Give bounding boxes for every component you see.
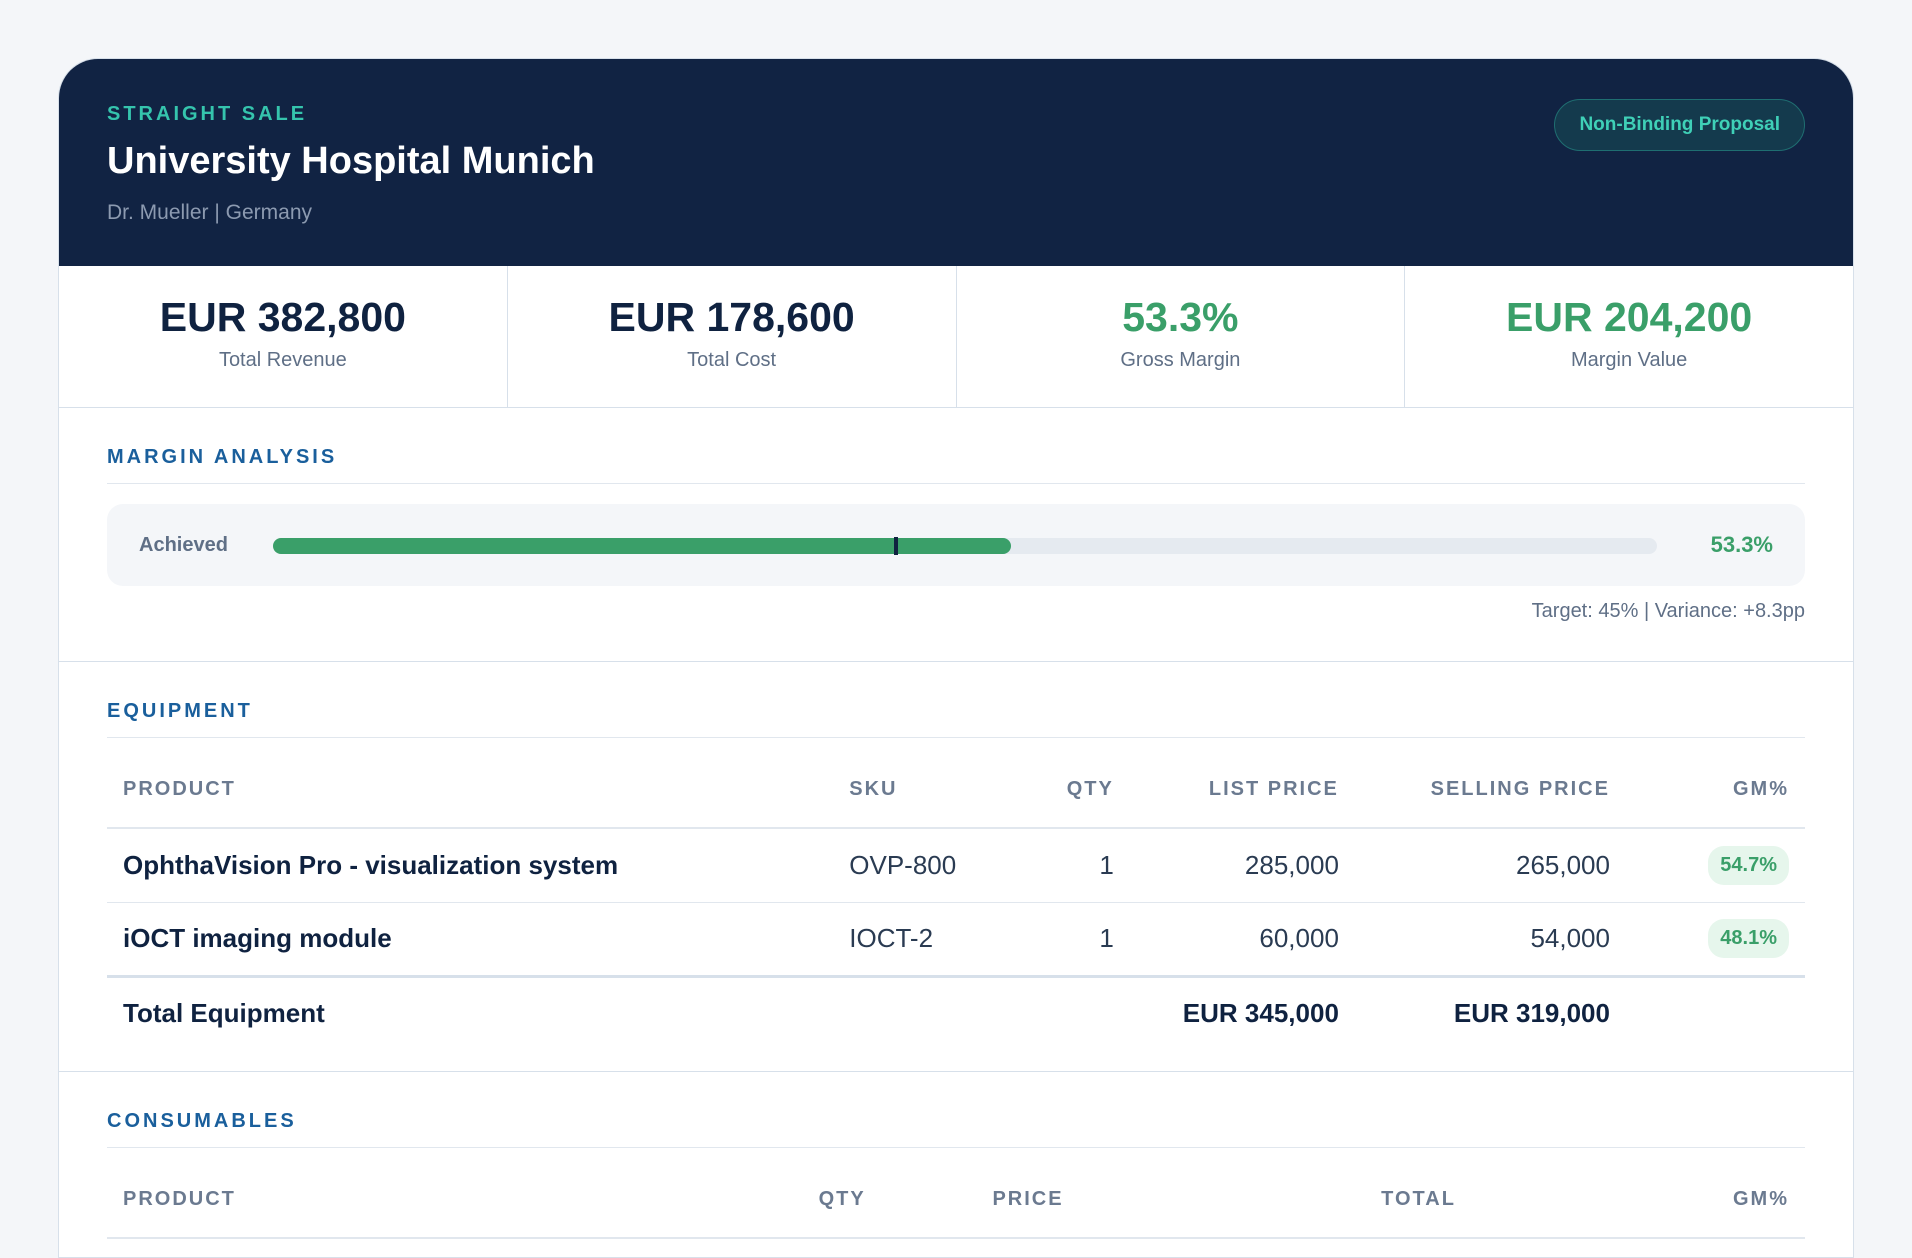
- kpi-label: Total Cost: [687, 349, 777, 371]
- product-gm-cell: 48.1%: [1625, 902, 1805, 977]
- table-row: iOCT imaging module IOCT-2 1 60,000 54,0…: [107, 902, 1805, 977]
- product-sku: OVP-800: [833, 828, 1018, 903]
- kpi-gross-margin: 53.3% Gross Margin: [957, 266, 1406, 407]
- kpi-label: Margin Value: [1570, 349, 1688, 371]
- kpi-total-cost: EUR 178,600 Total Cost: [508, 266, 957, 407]
- kpi-label: Total Revenue: [218, 349, 347, 371]
- product-selling-price: 265,000: [1354, 828, 1626, 903]
- margin-achieved-value: 53.3%: [1710, 532, 1773, 557]
- table-header-row: PRODUCT SKU QTY LIST PRICE SELLING PRICE…: [107, 752, 1805, 829]
- product-name: OphthaVision Pro - visualization system: [107, 828, 834, 903]
- kpi-value: 53.3%: [1122, 294, 1239, 340]
- section-title: CONSUMABLES: [107, 1110, 1805, 1148]
- product-list-price: 60,000: [1129, 902, 1355, 977]
- total-empty: [1625, 974, 1805, 1050]
- column-header-gm: GM%: [1625, 752, 1805, 829]
- kpi-value: EUR 382,800: [159, 294, 406, 340]
- margin-target-variance: Target: 45% | Variance: +8.3pp: [1531, 600, 1805, 622]
- product-selling-price: 54,000: [1354, 902, 1626, 977]
- column-header-product: PRODUCT: [107, 752, 834, 829]
- column-header-list-price: LIST PRICE: [1129, 752, 1355, 829]
- margin-bar-label: Achieved: [139, 534, 228, 556]
- product-qty: 1: [1017, 828, 1130, 903]
- column-header-product: PRODUCT: [107, 1162, 803, 1239]
- total-list-price: EUR 345,000: [1129, 974, 1355, 1050]
- gm-badge: 54.7%: [1708, 845, 1789, 885]
- gm-badge: 48.1%: [1708, 919, 1789, 958]
- equipment-table: PRODUCT SKU QTY LIST PRICE SELLING PRICE…: [107, 752, 1805, 1050]
- total-empty: [1017, 974, 1130, 1050]
- kpi-margin-value: EUR 204,200 Margin Value: [1405, 266, 1853, 407]
- consumables-section: CONSUMABLES PRODUCT QTY PRICE TOTAL GM%: [59, 1072, 1853, 1257]
- product-gm-cell: 54.7%: [1625, 828, 1805, 903]
- equipment-section: EQUIPMENT PRODUCT SKU QTY LIST PRICE SEL…: [59, 662, 1853, 1072]
- kpi-value: EUR 204,200: [1506, 294, 1753, 340]
- proposal-header: STRAIGHT SALE University Hospital Munich…: [59, 59, 1853, 266]
- total-empty: [833, 974, 1018, 1050]
- margin-analysis-section: MARGIN ANALYSIS Achieved 53.3% Target: 4…: [59, 408, 1853, 662]
- column-header-selling-price: SELLING PRICE: [1354, 752, 1626, 829]
- margin-progress-track: [273, 537, 1657, 555]
- kpi-value: EUR 178,600: [608, 294, 855, 340]
- margin-progress-fill: [273, 538, 1011, 554]
- table-row: OphthaVision Pro - visualization system …: [107, 828, 1805, 903]
- column-header-qty: QTY: [1017, 752, 1130, 829]
- proposal-status-badge: Non-Binding Proposal: [1554, 99, 1805, 151]
- product-list-price: 285,000: [1129, 828, 1355, 903]
- client-name: University Hospital Munich: [107, 140, 595, 182]
- total-label: Total Equipment: [107, 974, 834, 1050]
- deal-type-label: STRAIGHT SALE: [107, 103, 308, 125]
- column-header-gm: GM%: [1636, 1162, 1805, 1239]
- column-header-price: PRICE: [976, 1162, 1366, 1239]
- product-sku: IOCT-2: [833, 902, 1018, 977]
- kpi-total-revenue: EUR 382,800 Total Revenue: [59, 266, 508, 407]
- product-name: iOCT imaging module: [107, 902, 834, 977]
- total-selling-price: EUR 319,000: [1354, 974, 1626, 1050]
- column-header-sku: SKU: [833, 752, 1018, 829]
- margin-target-marker: [893, 537, 898, 555]
- margin-bar-panel: Achieved 53.3%: [107, 504, 1805, 586]
- table-total-row: Total Equipment EUR 345,000 EUR 319,000: [107, 974, 1805, 1050]
- product-qty: 1: [1017, 902, 1130, 977]
- proposal-card: STRAIGHT SALE University Hospital Munich…: [58, 58, 1854, 1258]
- consumables-table: PRODUCT QTY PRICE TOTAL GM%: [107, 1162, 1805, 1239]
- client-contact: Dr. Mueller | Germany: [107, 201, 313, 224]
- kpi-label: Gross Margin: [1120, 349, 1241, 371]
- kpi-strip: EUR 382,800 Total Revenue EUR 178,600 To…: [59, 266, 1853, 408]
- column-header-qty: QTY: [802, 1162, 977, 1239]
- column-header-total: TOTAL: [1365, 1162, 1637, 1239]
- table-header-row: PRODUCT QTY PRICE TOTAL GM%: [107, 1162, 1805, 1239]
- section-title: EQUIPMENT: [107, 700, 1805, 738]
- section-title: MARGIN ANALYSIS: [107, 446, 1805, 484]
